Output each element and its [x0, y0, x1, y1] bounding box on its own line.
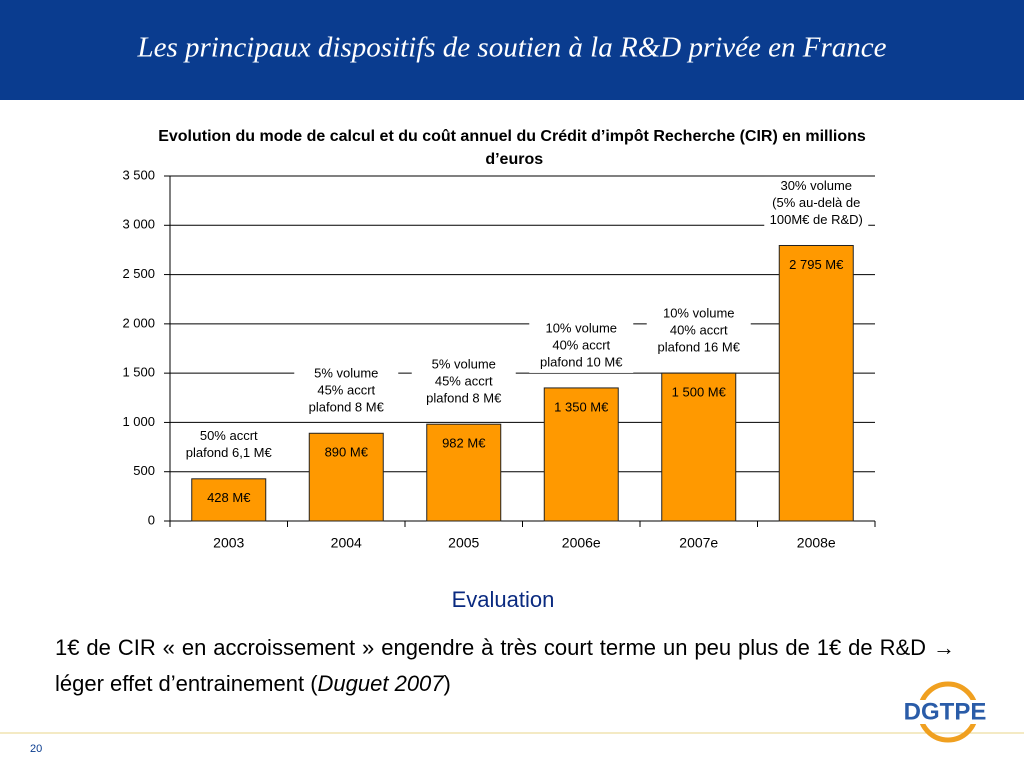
annotation: 5% volume — [314, 366, 378, 381]
annotation: (5% au-delà de — [772, 195, 860, 210]
annotation: 30% volume — [780, 178, 852, 193]
value-label: 982 M€ — [442, 436, 486, 451]
evaluation-heading: Evaluation — [452, 587, 555, 612]
bar — [426, 423, 502, 522]
x-tick-label: 2003 — [213, 535, 244, 551]
bar — [661, 372, 737, 522]
value-label: 2 795 M€ — [789, 257, 844, 272]
x-tick-label: 2008e — [797, 535, 836, 551]
text: 1€ de CIR « en accroissement » engendre … — [55, 635, 933, 660]
y-tick-label: 2 000 — [122, 315, 155, 330]
value-label: 1 500 M€ — [672, 385, 727, 400]
y-tick-label: 0 — [148, 512, 155, 527]
annotation-bg — [529, 318, 634, 373]
annotation: plafond 8 M€ — [426, 391, 502, 406]
value-label: 428 M€ — [207, 490, 251, 505]
bar — [191, 478, 267, 522]
logo-bg — [893, 700, 997, 724]
slide-title: Les principaux dispositifs de soutien à … — [136, 32, 886, 64]
annotation: plafond 16 M€ — [658, 340, 741, 355]
annotation: 10% volume — [545, 320, 617, 335]
y-tick-label: 3 000 — [122, 217, 155, 232]
annotation-bg — [294, 364, 399, 419]
annotation: plafond 6,1 M€ — [186, 445, 273, 460]
x-tick-label: 2005 — [448, 535, 479, 551]
x-tick-label: 2006e — [562, 535, 601, 551]
value-label: 1 350 M€ — [554, 399, 609, 414]
bar — [778, 244, 854, 522]
annotation: 40% accrt — [670, 323, 728, 338]
y-tick-label: 2 500 — [122, 266, 155, 281]
y-tick-label: 1 500 — [122, 365, 155, 380]
annotation: 45% accrt — [435, 374, 493, 389]
annotation: 40% accrt — [552, 337, 610, 352]
annotation: 100M€ de R&D) — [770, 212, 863, 227]
text: léger effet d’entrainement ( — [55, 671, 318, 696]
title-line: Evolution du mode de calcul et du coût a… — [158, 128, 866, 145]
x-tick-label: 2007e — [679, 535, 718, 551]
annotation: 10% volume — [663, 306, 735, 321]
annotation: plafond 10 M€ — [540, 354, 623, 369]
y-tick-label: 3 500 — [122, 167, 155, 182]
header-band — [0, 0, 1024, 100]
citation: Duguet 2007 — [317, 671, 444, 696]
annotation-bg — [764, 176, 869, 231]
bar — [543, 387, 619, 522]
annotation-bg — [176, 426, 281, 464]
title-line: d’euros — [481, 151, 543, 168]
logo: DGTPE — [904, 698, 987, 725]
annotation: 5% volume — [432, 357, 496, 372]
x-tick-label: 2004 — [331, 535, 362, 551]
annotation: 50% accrt — [200, 428, 258, 443]
text: ) — [443, 671, 451, 696]
y-tick-label: 1 000 — [122, 414, 155, 429]
annotation-bg — [411, 355, 516, 410]
arrow: → — [933, 635, 955, 660]
bar — [308, 432, 384, 522]
evaluation-text: 1€ de CIR « en accroissement » engendre … — [55, 630, 955, 702]
value-label: 890 M€ — [325, 445, 369, 460]
annotation: plafond 8 M€ — [309, 400, 385, 415]
annotation-bg — [646, 304, 751, 359]
chart-title: Evolution du mode de calcul et du coût a… — [158, 128, 866, 168]
page-number: 20 — [30, 743, 42, 755]
y-tick-label: 500 — [133, 463, 155, 478]
annotation: 45% accrt — [317, 383, 375, 398]
